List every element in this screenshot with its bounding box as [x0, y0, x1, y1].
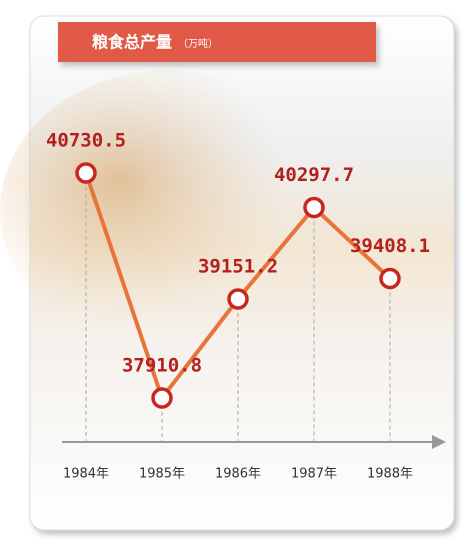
x-tick-label: 1984年	[63, 467, 109, 482]
x-tick-label: 1987年	[291, 467, 337, 482]
marker	[303, 196, 325, 219]
chart-title: 粮食总产量	[92, 33, 172, 52]
data-label: 37910.8	[122, 355, 202, 377]
data-label: 40297.7	[274, 164, 354, 186]
data-label: 40730.5	[46, 130, 126, 152]
marker	[227, 288, 249, 310]
data-label: 39408.1	[350, 235, 430, 257]
marker	[379, 267, 401, 290]
x-tick-label: 1986年	[215, 467, 261, 482]
data-label: 39151.2	[198, 256, 278, 278]
wheat-backdrop	[0, 70, 340, 350]
x-tick-label: 1985年	[139, 467, 185, 482]
marker	[151, 387, 173, 409]
marker	[75, 162, 97, 184]
chart-unit: （万吨）	[178, 37, 218, 50]
x-axis-arrow	[432, 435, 446, 449]
x-tick-label: 1988年	[367, 467, 413, 482]
title-banner	[58, 22, 376, 62]
